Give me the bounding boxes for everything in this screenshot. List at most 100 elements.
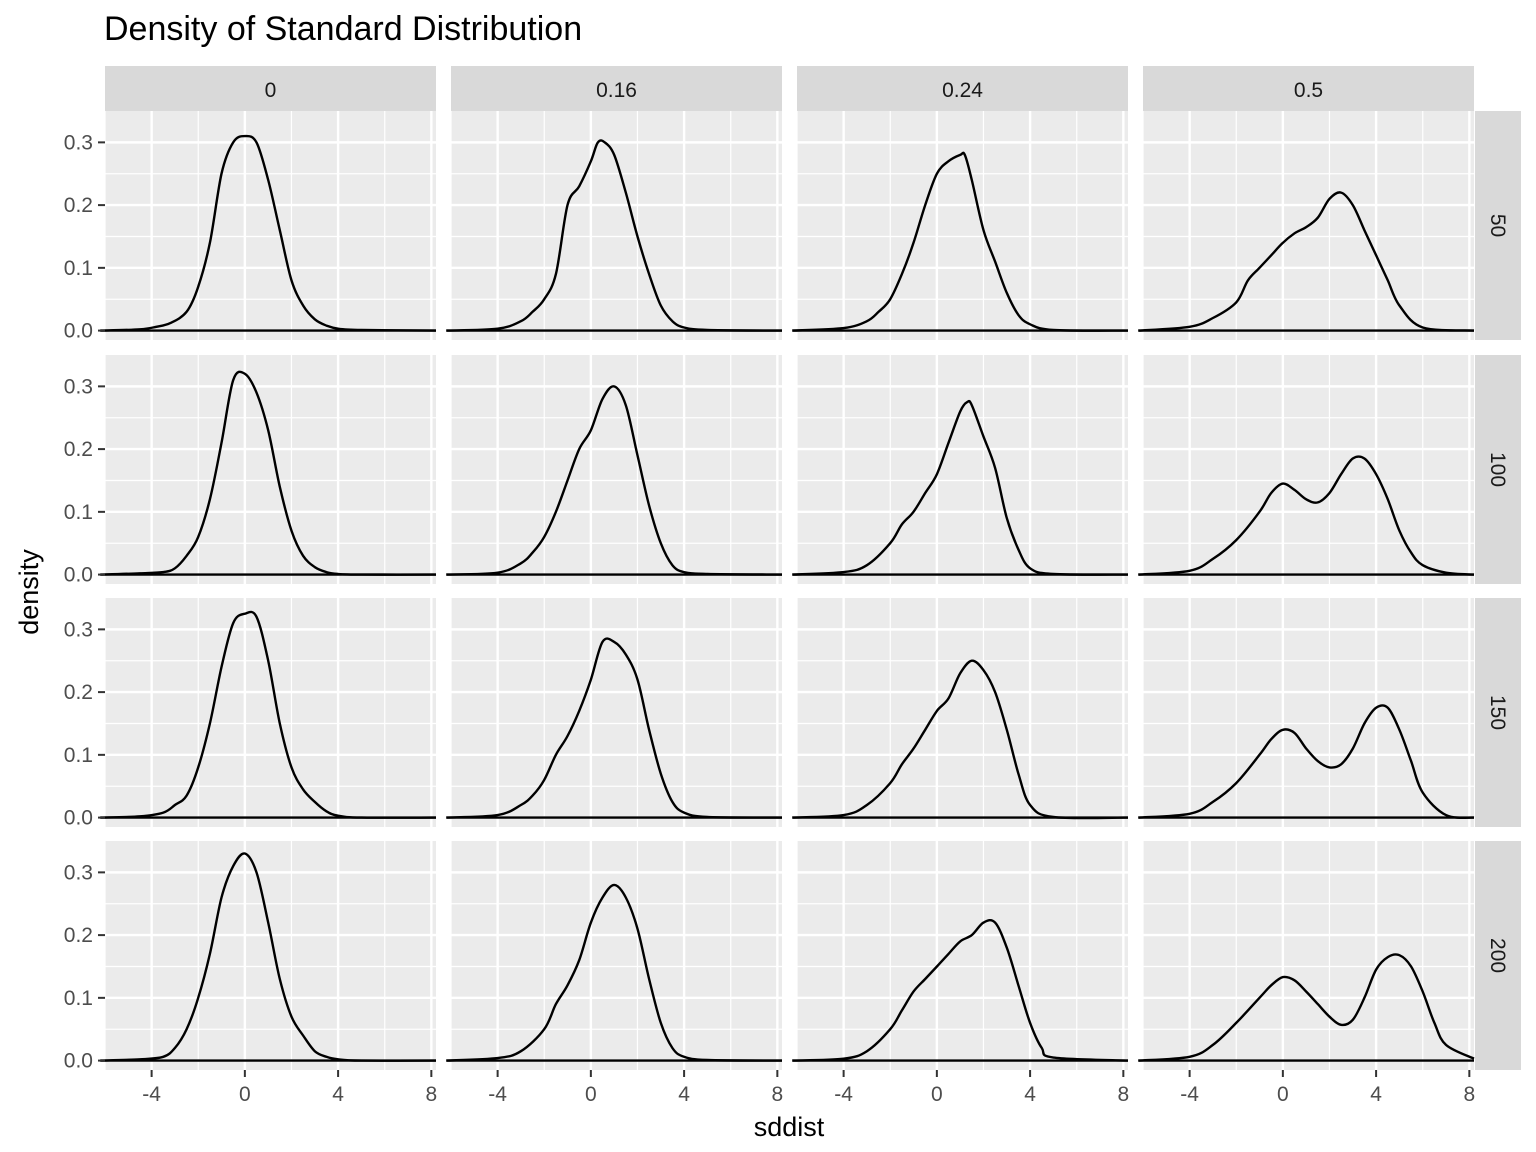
chart-title: Density of Standard Distribution xyxy=(104,10,582,48)
x-tick-label: 8 xyxy=(771,1083,783,1106)
row-strip-50 xyxy=(1475,111,1521,340)
panel-0.5-150 xyxy=(1138,598,1475,827)
x-tick-label: 4 xyxy=(1024,1083,1036,1106)
x-tick-label: -4 xyxy=(834,1083,853,1106)
density-curve xyxy=(446,883,783,1062)
y-tick-label: 0.0 xyxy=(64,807,93,830)
x-tick-label: 4 xyxy=(678,1083,690,1106)
y-tick-label: 0.1 xyxy=(64,257,93,280)
y-tick-label: 0.3 xyxy=(64,131,93,154)
x-tick-label: 8 xyxy=(1463,1083,1475,1106)
row-strip-label: 150 xyxy=(1486,695,1509,730)
density-curve xyxy=(1138,953,1475,1062)
panel-background xyxy=(451,111,782,340)
panel-0-200 xyxy=(100,841,437,1070)
col-strip-label: 0.16 xyxy=(596,79,637,102)
y-tick-label: 0.3 xyxy=(64,618,93,641)
col-strip-label: 0.5 xyxy=(1294,79,1323,102)
row-strip-label: 50 xyxy=(1486,214,1509,237)
panel-background xyxy=(797,111,1128,340)
panel-0.24-150 xyxy=(792,598,1129,827)
panel-0-100 xyxy=(100,355,437,584)
row-strip-100 xyxy=(1475,355,1521,584)
density-curve xyxy=(792,399,1129,576)
density-curve xyxy=(100,852,437,1062)
y-tick-label: 0.0 xyxy=(64,320,93,343)
y-tick-label: 0.0 xyxy=(64,564,93,587)
panel-background xyxy=(105,841,436,1070)
panel-0.16-200 xyxy=(446,841,783,1070)
y-axis-title: density xyxy=(14,549,44,635)
panel-background xyxy=(1143,598,1474,827)
density-curve xyxy=(100,610,437,819)
col-strip-0 xyxy=(105,66,436,111)
x-tick-label: -4 xyxy=(1180,1083,1199,1106)
density-curve xyxy=(1138,704,1475,819)
panel-background xyxy=(797,841,1128,1070)
x-tick-label: 0 xyxy=(585,1083,597,1106)
x-tick-label: 0 xyxy=(239,1083,251,1106)
y-tick-label: 0.2 xyxy=(64,194,93,217)
density-curve xyxy=(792,151,1129,332)
x-tick-label: 0 xyxy=(931,1083,943,1106)
col-strip-0.24 xyxy=(797,66,1128,111)
y-tick-label: 0.2 xyxy=(64,438,93,461)
panel-background xyxy=(451,841,782,1070)
panel-background xyxy=(1143,355,1474,584)
panels-layer: 0 0.16 0.24 0.5501001502000.00.10.20.30.00.… xyxy=(64,66,1521,1106)
row-strip-label: 200 xyxy=(1486,938,1509,973)
row-strip-150 xyxy=(1475,598,1521,827)
panel-background xyxy=(451,598,782,827)
density-curve xyxy=(100,134,437,332)
density-curve xyxy=(446,139,783,332)
panel-0.5-200 xyxy=(1138,841,1475,1070)
panel-0.16-50 xyxy=(446,111,783,340)
x-tick-label: 4 xyxy=(332,1083,344,1106)
density-curve xyxy=(792,919,1129,1062)
x-tick-label: 0 xyxy=(1277,1083,1289,1106)
row-strip-label: 100 xyxy=(1486,452,1509,487)
panel-0.24-50 xyxy=(792,111,1129,340)
density-curve xyxy=(446,637,783,819)
y-tick-label: 0.3 xyxy=(64,375,93,398)
panel-background xyxy=(451,355,782,584)
panel-background xyxy=(105,598,436,827)
density-curve xyxy=(792,659,1129,820)
panel-0.24-200 xyxy=(792,841,1129,1070)
col-strip-label: 0 xyxy=(265,79,277,102)
panel-background xyxy=(105,355,436,584)
panel-0.24-100 xyxy=(792,355,1129,584)
panel-0.5-50 xyxy=(1138,111,1475,340)
x-tick-label: 8 xyxy=(1117,1083,1129,1106)
panel-background xyxy=(105,111,436,340)
y-tick-label: 0.1 xyxy=(64,744,93,767)
y-tick-label: 0.2 xyxy=(64,681,93,704)
col-strip-0.16 xyxy=(451,66,782,111)
y-tick-label: 0.2 xyxy=(64,924,93,947)
y-tick-label: 0.1 xyxy=(64,987,93,1010)
panel-0-150 xyxy=(100,598,437,827)
x-tick-label: -4 xyxy=(488,1083,507,1106)
y-tick-label: 0.1 xyxy=(64,501,93,524)
y-tick-label: 0.0 xyxy=(64,1050,93,1073)
density-curve xyxy=(446,385,783,576)
panel-background xyxy=(1143,841,1474,1070)
row-strip-200 xyxy=(1475,841,1521,1070)
panel-0-50 xyxy=(100,111,437,340)
y-tick-label: 0.3 xyxy=(64,861,93,884)
panel-background xyxy=(797,355,1128,584)
col-strip-0.5 xyxy=(1143,66,1474,111)
x-tick-label: -4 xyxy=(142,1083,161,1106)
density-curve xyxy=(1138,191,1475,332)
x-axis-title: sddist xyxy=(754,1112,825,1142)
panel-0.16-150 xyxy=(446,598,783,827)
panel-0.16-100 xyxy=(446,355,783,584)
density-curve xyxy=(100,370,437,576)
x-tick-label: 8 xyxy=(425,1083,437,1106)
panel-0.5-100 xyxy=(1138,355,1475,584)
panel-background xyxy=(797,598,1128,827)
col-strip-label: 0.24 xyxy=(942,79,983,102)
density-curve xyxy=(1138,455,1475,576)
x-tick-label: 4 xyxy=(1370,1083,1382,1106)
